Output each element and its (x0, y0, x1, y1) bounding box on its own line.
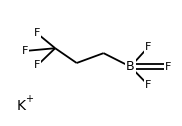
Text: B: B (126, 60, 135, 73)
Text: F: F (21, 46, 28, 56)
Text: F: F (145, 42, 152, 52)
Text: F: F (165, 62, 171, 72)
Text: F: F (34, 28, 40, 38)
Text: F: F (34, 60, 40, 70)
Text: +: + (25, 94, 33, 104)
Text: K: K (17, 99, 26, 113)
Text: F: F (145, 80, 152, 90)
